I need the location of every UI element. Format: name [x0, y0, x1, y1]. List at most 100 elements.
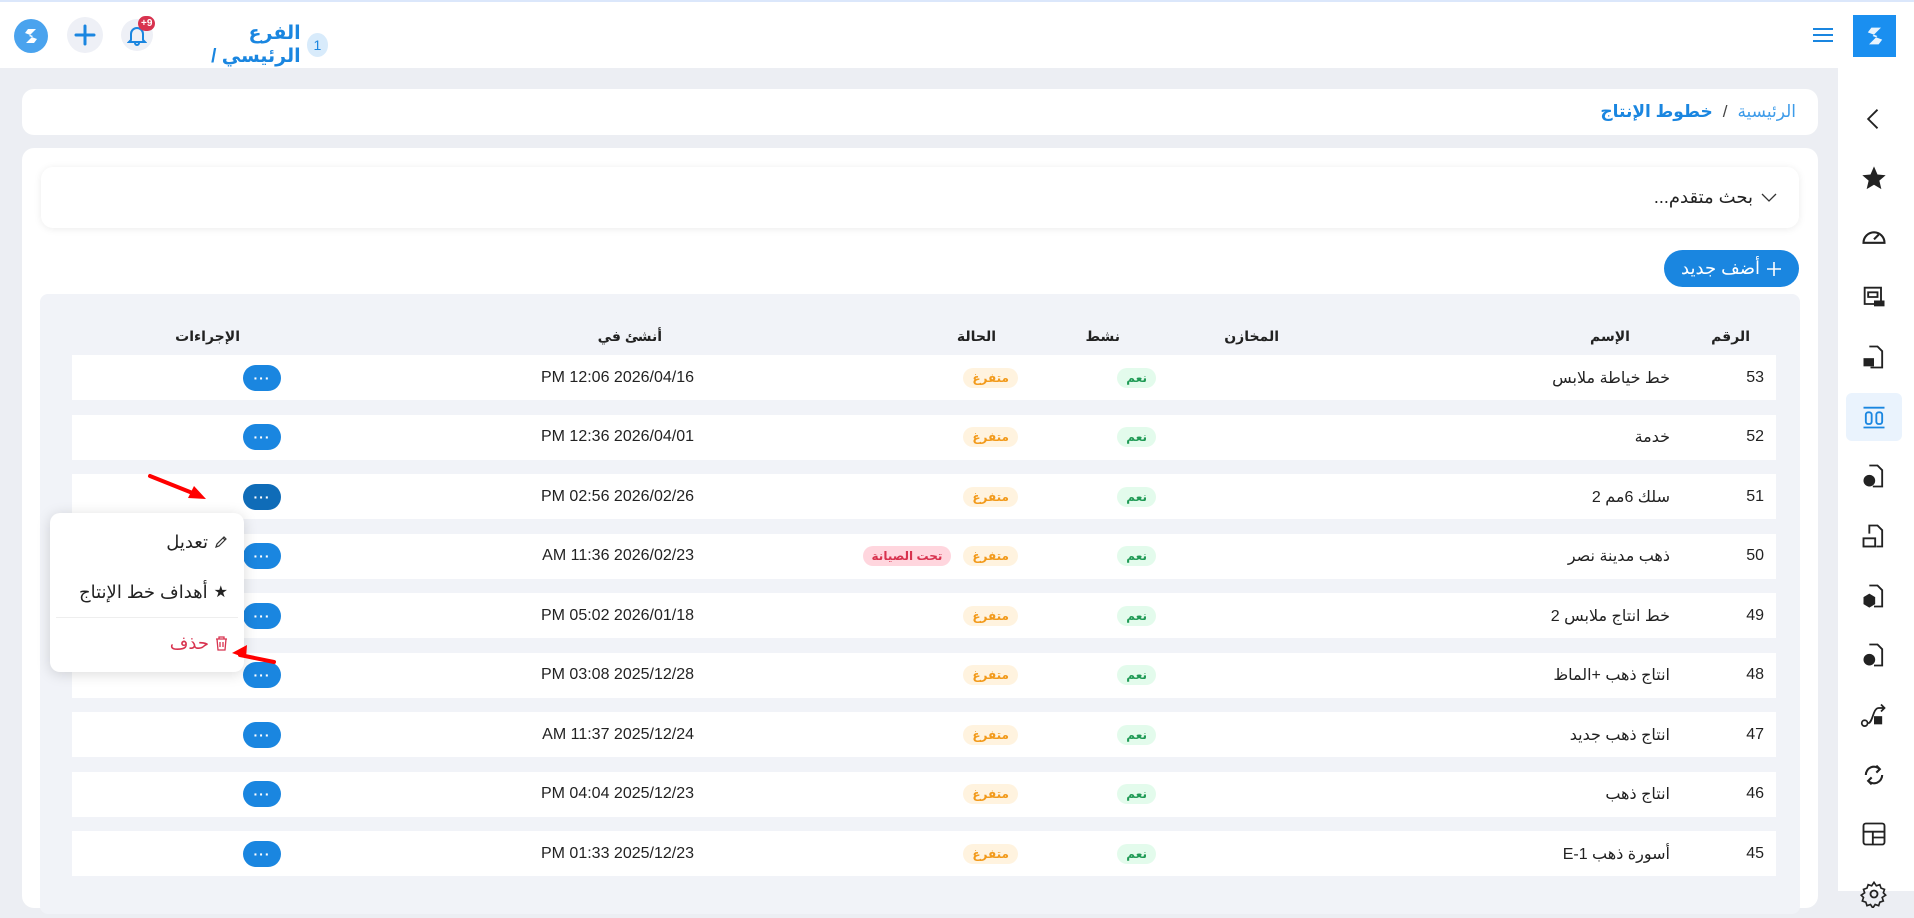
table-row: 47 انتاج ذهب جديد نعم متفرغ AM 11:37 2025/12…: [72, 712, 1776, 757]
warehouse-icon: [1863, 286, 1885, 307]
hamburger-icon: [1813, 28, 1833, 42]
sidebar-item-refresh[interactable]: [1846, 751, 1902, 799]
sidebar-item-warehouse[interactable]: [1846, 273, 1902, 321]
table-row: 46 انتاج ذهب نعم متفرغ PM 04:04 2025/12/23 ··…: [72, 771, 1776, 817]
sidebar-item-document-code[interactable]: [1846, 452, 1902, 500]
menu-item-edit[interactable]: تعديل: [50, 517, 244, 567]
sidebar-item-document-bag[interactable]: [1846, 512, 1902, 560]
sidebar-item-document-box[interactable]: [1846, 572, 1902, 620]
sidebar-item-document-check[interactable]: [1846, 631, 1902, 679]
sidebar-item-document-briefcase[interactable]: [1846, 333, 1902, 381]
menu-item-edit-label: تعديل: [166, 531, 208, 552]
row-actions-button[interactable]: ···: [243, 662, 281, 688]
table-row: 45 أسورة ذهب E-1 نعم متفرغ PM 01:33 2025/12/…: [72, 831, 1776, 876]
production-lines-table: الرقم الإسم المخازن نشط الحالة أنشئ في ا…: [40, 294, 1800, 914]
row-actions-button[interactable]: ···: [243, 840, 281, 867]
menu-toggle-button[interactable]: [1810, 22, 1836, 48]
sidebar-item-workflow[interactable]: [1846, 691, 1902, 739]
breadcrumb-home[interactable]: الرئيسية: [1737, 102, 1796, 121]
dashboard-icon: [1862, 231, 1886, 245]
menu-item-delete-label: حذف: [169, 632, 209, 653]
refresh-icon: [1864, 764, 1884, 785]
row-name[interactable]: خدمة: [1634, 429, 1670, 446]
table-row: 51 سلك 6مم 2 نعم متفرغ PM 02:56 2026/02/26 ··…: [72, 474, 1776, 519]
status-badge: متفرغ: [963, 784, 1018, 804]
sidebar-item-layout[interactable]: [1846, 810, 1902, 858]
workflow-icon: [1860, 703, 1886, 727]
logo-icon: [25, 29, 37, 43]
table-row: 48 انتاج ذهب +الماظ نعم متفرغ PM 03:08 2025/…: [72, 652, 1776, 698]
app-logo-avatar[interactable]: [14, 19, 48, 53]
chevron-left-icon: [1866, 109, 1879, 129]
document-box-icon: [1863, 584, 1884, 608]
layout-icon: [1862, 822, 1886, 846]
branch-name: الفرع الرئيسي /: [211, 23, 301, 67]
document-code-icon: [1863, 464, 1884, 488]
active-badge: نعم: [1117, 546, 1156, 566]
plus-icon: [74, 24, 96, 46]
row-number: 46: [1746, 785, 1764, 802]
sidebar-item-dashboard[interactable]: [1846, 213, 1902, 261]
active-badge: نعم: [1117, 843, 1156, 864]
sidebar-item-star[interactable]: [1846, 154, 1902, 202]
row-actions-button[interactable]: ···: [243, 364, 281, 391]
row-created: PM 05:02 2026/01/18: [540, 606, 694, 624]
row-name[interactable]: خط انتاج ملابس 2: [1550, 607, 1670, 625]
row-number: 48: [1746, 666, 1764, 683]
row-created: PM 12:06 2026/04/16: [540, 368, 694, 386]
header-actions: الإجراءات: [175, 328, 240, 344]
sidebar-item-chevron-left[interactable]: [1846, 95, 1902, 143]
annotation-arrow-top: [148, 474, 206, 499]
star-icon: ★: [213, 584, 228, 601]
notifications-button[interactable]: +9: [121, 16, 156, 51]
row-actions-button[interactable]: ···: [243, 424, 281, 450]
table-row: 53 خط خياطة ملابس نعم متفرغ PM 12:06 2026/04…: [72, 355, 1776, 400]
row-name[interactable]: خط خياطة ملابس: [1552, 369, 1670, 387]
row-actions-button[interactable]: ···: [243, 543, 281, 569]
status-badge: متفرغ: [963, 724, 1018, 745]
row-actions-button[interactable]: ···: [243, 483, 281, 510]
breadcrumb: الرئيسية / خطوط الإنتاج: [22, 89, 1818, 135]
row-actions-button[interactable]: ···: [243, 721, 281, 748]
status-badge: متفرغ: [963, 367, 1018, 388]
row-created: PM 03:08 2025/12/28: [540, 666, 694, 683]
header-active: نشط: [1085, 328, 1121, 344]
row-created: PM 02:56 2026/02/26: [540, 487, 694, 505]
table-row: 52 خدمة نعم متفرغ PM 12:36 2026/04/01 ···: [72, 414, 1776, 460]
table-row: 50 ذهب مدينة نصر نعم متفرغ تحت الصيانة AM 11:…: [72, 533, 1776, 579]
add-new-button[interactable]: أضف جديد: [1664, 250, 1799, 287]
status-badge: متفرغ: [963, 843, 1018, 864]
advanced-search-toggle[interactable]: بحث متقدم...: [41, 167, 1799, 228]
production-lines-icon: [1863, 406, 1885, 428]
header-number: الرقم: [1711, 328, 1750, 344]
annotation-arrows: [148, 474, 276, 664]
star-icon: [1862, 166, 1886, 189]
header-created: أنشئ في: [597, 328, 662, 344]
notifications-badge: +9: [138, 16, 156, 31]
top-bar: +9 1 الفرع الرئيسي /: [0, 0, 1914, 68]
row-name[interactable]: انتاج ذهب جديد: [1569, 726, 1670, 744]
logo-icon: [1867, 27, 1882, 45]
row-name[interactable]: انتاج ذهب +الماظ: [1553, 667, 1670, 684]
row-number: 49: [1746, 606, 1764, 624]
row-name[interactable]: انتاج ذهب: [1605, 786, 1670, 803]
menu-item-goals[interactable]: ★ أهداف خط الإنتاج: [50, 567, 244, 617]
active-badge: نعم: [1117, 605, 1156, 626]
row-name[interactable]: سلك 6مم 2: [1591, 488, 1670, 506]
row-number: 50: [1746, 547, 1764, 564]
row-name[interactable]: أسورة ذهب E-1: [1562, 845, 1670, 863]
trash-icon: [216, 635, 227, 651]
document-briefcase-icon: [1863, 345, 1884, 369]
branch-selector[interactable]: 1 الفرع الرئيسي /: [170, 22, 328, 68]
row-actions-button[interactable]: ···: [243, 781, 281, 807]
brand-logo[interactable]: [1853, 15, 1896, 57]
menu-item-goals-label: أهداف خط الإنتاج: [79, 581, 208, 602]
row-name[interactable]: ذهب مدينة نصر: [1567, 548, 1670, 565]
row-actions-button[interactable]: ···: [243, 602, 281, 629]
sidebar: [1838, 68, 1914, 909]
active-badge: نعم: [1117, 724, 1156, 745]
menu-item-delete[interactable]: حذف: [50, 618, 244, 668]
sidebar-item-production-lines[interactable]: [1846, 392, 1902, 441]
add-button[interactable]: [67, 17, 103, 53]
active-badge: نعم: [1117, 784, 1156, 804]
